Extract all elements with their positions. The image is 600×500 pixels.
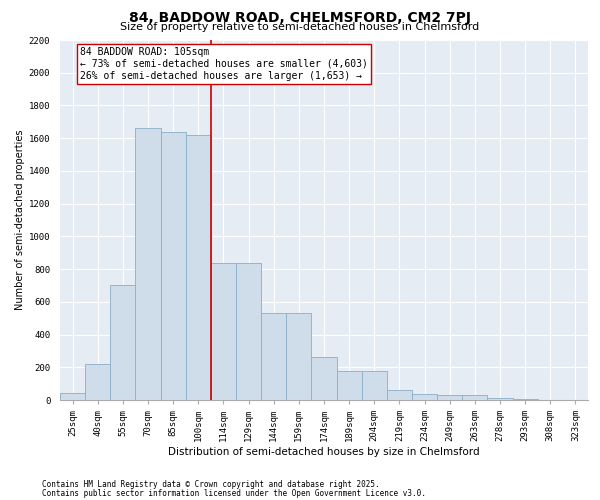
Bar [437,395,462,400]
Bar [136,128,161,400]
Text: 84, BADDOW ROAD, CHELMSFORD, CM2 7PJ: 84, BADDOW ROAD, CHELMSFORD, CM2 7PJ [129,11,471,25]
Bar [211,262,236,400]
Bar [311,358,337,400]
Bar [362,370,387,400]
Bar [161,132,186,400]
Text: Contains public sector information licensed under the Open Government Licence v3: Contains public sector information licen… [42,488,426,498]
Bar [286,314,311,400]
Bar [512,399,538,400]
Bar [261,314,286,400]
X-axis label: Distribution of semi-detached houses by size in Chelmsford: Distribution of semi-detached houses by … [168,447,480,457]
Bar [85,364,110,400]
Bar [487,398,512,400]
Bar [60,394,85,400]
Bar [412,394,437,400]
Y-axis label: Number of semi-detached properties: Number of semi-detached properties [14,130,25,310]
Bar [337,370,362,400]
Bar [186,135,211,400]
Text: 84 BADDOW ROAD: 105sqm
← 73% of semi-detached houses are smaller (4,603)
26% of : 84 BADDOW ROAD: 105sqm ← 73% of semi-det… [80,48,368,80]
Bar [236,262,261,400]
Bar [387,390,412,400]
Bar [462,395,487,400]
Text: Contains HM Land Registry data © Crown copyright and database right 2025.: Contains HM Land Registry data © Crown c… [42,480,380,489]
Bar [110,286,136,400]
Text: Size of property relative to semi-detached houses in Chelmsford: Size of property relative to semi-detach… [121,22,479,32]
